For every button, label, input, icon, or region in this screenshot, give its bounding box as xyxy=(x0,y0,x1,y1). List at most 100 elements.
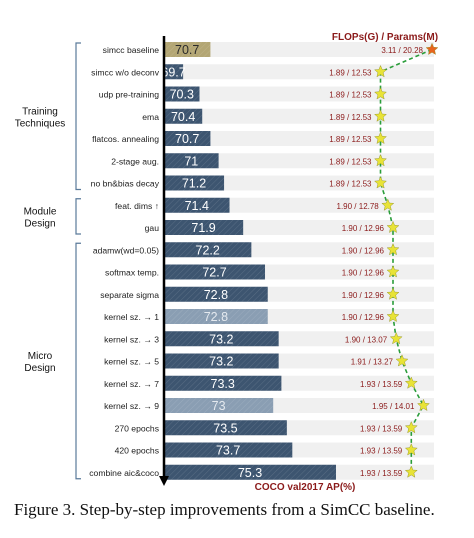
category-label: flatcos. annealing xyxy=(92,134,159,144)
flops-params-label: 1.90 / 12.96 xyxy=(342,291,385,300)
row-background xyxy=(164,131,434,146)
flops-marker xyxy=(374,131,387,144)
row-background xyxy=(164,108,434,124)
bar-hatch xyxy=(164,309,268,324)
flops-marker xyxy=(381,198,395,211)
bar-hatch xyxy=(164,197,230,213)
flops-params-label: 1.89 / 12.53 xyxy=(329,157,372,166)
bar-hatch xyxy=(164,353,279,369)
bar-value-label: 70.7 xyxy=(175,132,199,146)
flops-marker xyxy=(395,354,409,367)
bar-hatch xyxy=(164,464,336,480)
bar-hatch xyxy=(164,398,274,413)
flops-marker xyxy=(404,465,418,478)
bar-hatch xyxy=(164,220,244,235)
flops-params-label: 1.90 / 13.07 xyxy=(345,335,388,344)
bar-value-label: 73.2 xyxy=(209,332,233,346)
bar-value-label: 70.3 xyxy=(170,88,194,102)
flops-trend: 3.11 / 20.28 1.89 / 12.53 1.89 / 12.53 1.89… xyxy=(329,42,439,478)
group-bracket xyxy=(75,198,81,235)
flops-marker xyxy=(389,332,403,345)
flops-params-label: 1.90 / 12.78 xyxy=(337,202,380,211)
flops-marker xyxy=(425,42,439,55)
group-bracket xyxy=(75,242,81,480)
bar-value-label: 73.2 xyxy=(209,355,233,369)
category-label: 2-stage aug. xyxy=(111,156,159,166)
bar-hatch xyxy=(164,242,252,258)
bar-value-label: 71.9 xyxy=(191,221,215,235)
row-background xyxy=(164,64,434,80)
group-label: Micro xyxy=(28,351,53,362)
category-labels: simcc baseline simcc w/o deconv udp pre-tr… xyxy=(89,45,159,478)
flops-params-label: 1.91 / 13.27 xyxy=(351,358,394,367)
x-axis-label: COCO val2017 AP(%) xyxy=(255,482,356,493)
bar-hatch xyxy=(164,286,268,302)
x-axis xyxy=(159,36,169,486)
category-label: kernel sz. → 5 xyxy=(104,357,159,367)
bar-value-label: 70.7 xyxy=(175,43,199,57)
category-label: separate sigma xyxy=(100,290,159,300)
flops-params-label: 1.90 / 12.96 xyxy=(342,246,385,255)
flops-marker xyxy=(386,220,400,233)
axis-arrowhead xyxy=(159,476,169,486)
bar-value-label: 72.2 xyxy=(196,243,220,257)
bar-hatch xyxy=(164,375,282,391)
figure-caption: Figure 3. Step-by-step improvements from… xyxy=(14,500,435,519)
bar-value-label: 72.8 xyxy=(204,310,228,324)
flops-marker xyxy=(374,154,387,167)
bar-hatch xyxy=(164,442,293,458)
bar-hatch xyxy=(164,175,225,191)
bars: 70.7 69.7 70.3 70.4 70.7 71 71.2 71.4 71.9 72.2 72… xyxy=(161,42,336,480)
bar-value-label: 73.5 xyxy=(213,421,237,435)
bar-hatch xyxy=(164,64,184,80)
category-label: 270 epochs xyxy=(115,423,159,433)
bar-hatch xyxy=(164,131,211,146)
flops-marker xyxy=(374,176,387,189)
row-background xyxy=(164,197,434,213)
category-label: simcc w/o deconv xyxy=(91,67,160,77)
category-label: ema xyxy=(142,112,159,122)
category-label: kernel sz. → 3 xyxy=(104,334,159,344)
bar-value-label: 69.7 xyxy=(161,65,185,79)
flops-params-label: 1.90 / 12.96 xyxy=(342,313,385,322)
flops-params-label: 1.89 / 12.53 xyxy=(329,113,372,122)
bar-value-label: 73.3 xyxy=(211,377,235,391)
flops-params-label: 1.89 / 12.53 xyxy=(329,68,372,77)
flops-marker xyxy=(386,265,400,278)
bar-value-label: 71.2 xyxy=(182,177,206,191)
group-label: Design xyxy=(24,363,55,374)
bar-hatch xyxy=(164,420,287,436)
row-background xyxy=(164,42,434,57)
bar-value-label: 75.3 xyxy=(238,466,262,480)
flops-marker xyxy=(374,109,387,122)
bar-value-label: 71.4 xyxy=(185,199,209,213)
flops-marker xyxy=(404,421,418,434)
bar-hatch xyxy=(164,153,219,169)
category-label: kernel sz. → 9 xyxy=(104,401,159,411)
bar-hatch xyxy=(164,42,211,57)
bar-value-label: 72.8 xyxy=(204,288,228,302)
category-label: no bn&bias decay xyxy=(91,179,160,189)
flops-marker xyxy=(386,309,400,322)
flops-marker xyxy=(417,398,430,411)
bar-value-label: 72.7 xyxy=(202,266,226,280)
bar-hatch xyxy=(164,264,266,280)
bar-value-label: 70.4 xyxy=(171,110,195,124)
flops-marker xyxy=(386,287,400,300)
flops-trend-line xyxy=(379,48,433,473)
bar-value-label: 71 xyxy=(184,154,198,168)
flops-params-label: 1.93 / 13.59 xyxy=(360,380,403,389)
flops-marker xyxy=(404,376,418,389)
bar-hatch xyxy=(164,86,200,102)
flops-params-label: 1.89 / 12.53 xyxy=(329,91,372,100)
flops-marker xyxy=(374,87,387,100)
flops-params-label: 3.11 / 20.28 xyxy=(381,46,423,55)
category-label: simcc baseline xyxy=(103,45,160,55)
bar-hatch xyxy=(164,108,203,124)
group-label: Design xyxy=(24,218,55,229)
flops-marker xyxy=(374,64,387,78)
category-label: combine aic&coco xyxy=(89,468,159,478)
category-label: adamw(wd=0.05) xyxy=(93,245,159,255)
category-label: 420 epochs xyxy=(115,446,159,456)
